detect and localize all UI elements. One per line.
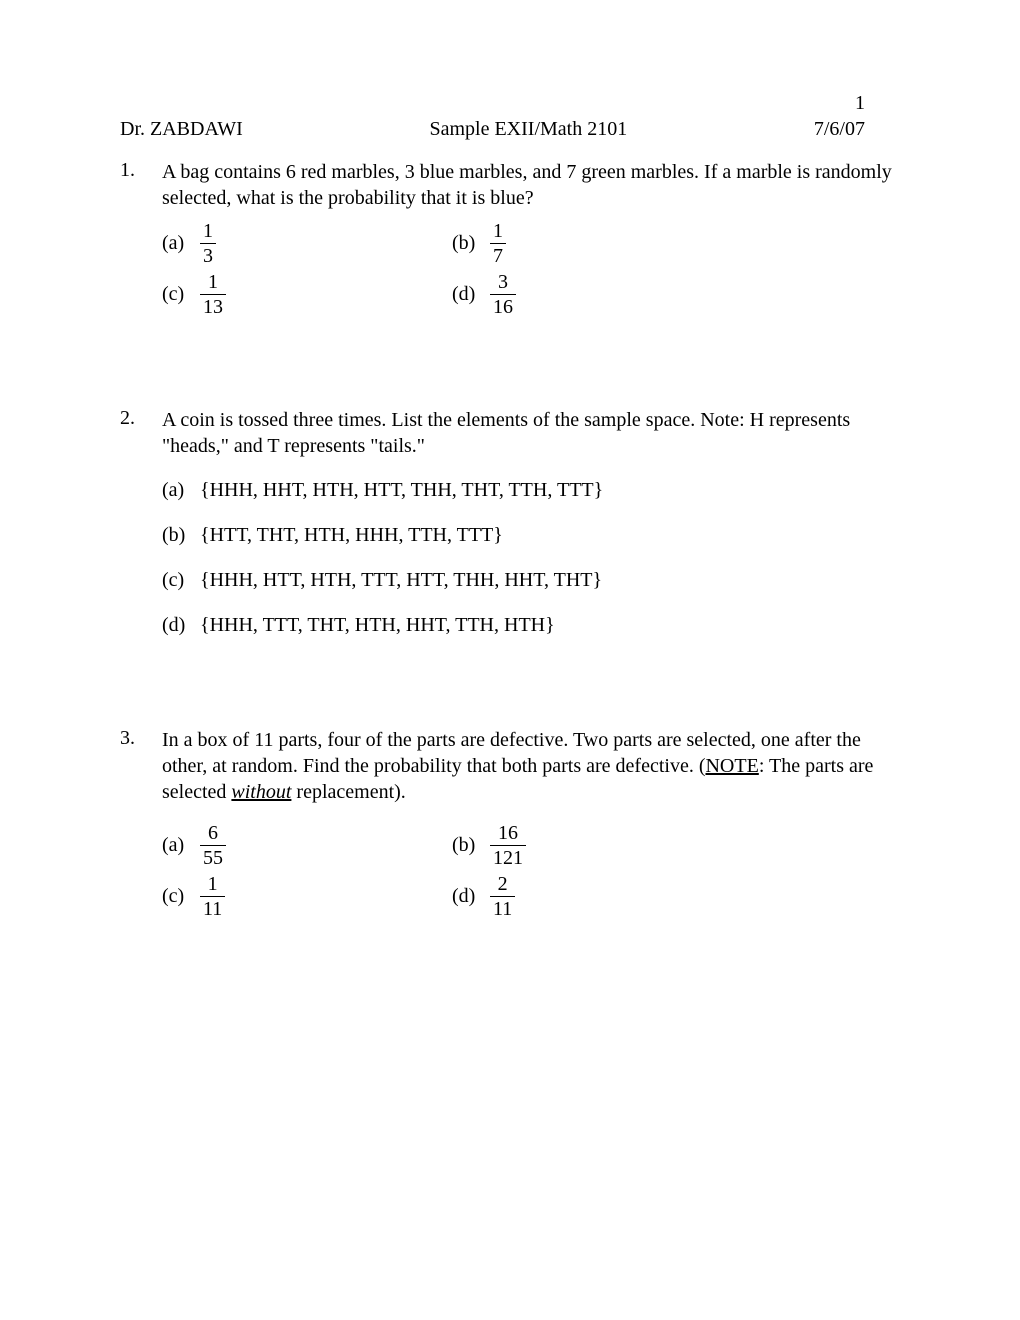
question-text: A bag contains 6 red marbles, 3 blue mar… [162, 159, 900, 211]
fraction: 3 16 [490, 272, 516, 317]
option-label: (c) [162, 569, 200, 592]
option-a: (a) 6 55 [162, 823, 452, 868]
option-label: (d) [162, 614, 200, 637]
option-label: (a) [162, 479, 200, 502]
header-title: Sample EXII/Math 2101 [429, 118, 627, 141]
fraction: 1 3 [200, 221, 216, 266]
numerator: 2 [495, 874, 511, 896]
numerator: 1 [205, 874, 221, 896]
numerator: 1 [200, 221, 216, 243]
option-b: (b) 1 7 [452, 221, 742, 266]
numerator: 1 [205, 272, 221, 294]
denominator: 3 [200, 243, 216, 266]
option-text: {HHH, HHT, HTH, HTT, THH, THT, TTH, TTT} [200, 479, 603, 502]
option-label: (d) [452, 283, 490, 306]
option-c: (c) {HHH, HTT, HTH, TTT, HTT, THH, HHT, … [162, 569, 900, 592]
option-text: {HHH, TTT, THT, HTH, HHT, TTH, HTH} [200, 614, 555, 637]
fraction: 2 11 [490, 874, 515, 919]
option-label: (c) [162, 885, 200, 908]
option-d: (d) 2 11 [452, 874, 742, 919]
question-number: 1. [120, 159, 162, 182]
option-label: (a) [162, 834, 200, 857]
option-label: (b) [162, 524, 200, 547]
option-b: (b) {HTT, THT, HTH, HHH, TTH, TTT} [162, 524, 900, 547]
option-c: (c) 1 11 [162, 874, 452, 919]
document-header: Dr. ZABDAWI Sample EXII/Math 2101 7/6/07 [120, 90, 900, 141]
denominator: 11 [200, 896, 225, 919]
question-text: A coin is tossed three times. List the e… [162, 407, 900, 459]
fraction: 6 55 [200, 823, 226, 868]
denominator: 16 [490, 294, 516, 317]
question-3: 3. In a box of 11 parts, four of the par… [120, 727, 900, 919]
numerator: 3 [495, 272, 511, 294]
option-label: (a) [162, 232, 200, 255]
option-text: {HTT, THT, HTH, HHH, TTH, TTT} [200, 524, 503, 547]
option-a: (a) 1 3 [162, 221, 452, 266]
options-grid: (a) 1 3 (b) 1 7 (c) 1 13 (d) 3 16 [162, 221, 900, 317]
text-without-underline-italic: without [231, 781, 291, 803]
denominator: 11 [490, 896, 515, 919]
denominator: 13 [200, 294, 226, 317]
text-note-underline: NOTE [705, 755, 758, 777]
question-2: 2. A coin is tossed three times. List th… [120, 407, 900, 637]
option-text: {HHH, HTT, HTH, TTT, HTT, THH, HHT, THT} [200, 569, 602, 592]
option-d: (d) {HHH, TTT, THT, HTH, HHT, TTH, HTH} [162, 614, 900, 637]
option-c: (c) 1 13 [162, 272, 452, 317]
question-text: In a box of 11 parts, four of the parts … [162, 727, 900, 805]
numerator: 6 [205, 823, 221, 845]
fraction: 16 121 [490, 823, 526, 868]
question-number: 3. [120, 727, 162, 750]
option-label: (b) [452, 232, 490, 255]
text-part: replacement). [291, 781, 405, 803]
fraction: 1 13 [200, 272, 226, 317]
options-list: (a) {HHH, HHT, HTH, HTT, THH, THT, TTH, … [162, 479, 900, 637]
question-number: 2. [120, 407, 162, 430]
option-label: (c) [162, 283, 200, 306]
header-date: 7/6/07 [814, 118, 865, 141]
fraction: 1 11 [200, 874, 225, 919]
numerator: 16 [495, 823, 521, 845]
option-a: (a) {HHH, HHT, HTH, HTT, THH, THT, TTH, … [162, 479, 900, 502]
fraction: 1 7 [490, 221, 506, 266]
numerator: 1 [490, 221, 506, 243]
options-grid: (a) 6 55 (b) 16 121 (c) 1 11 (d) 2 11 [162, 823, 900, 919]
question-1: 1. A bag contains 6 red marbles, 3 blue … [120, 159, 900, 317]
denominator: 55 [200, 845, 226, 868]
option-d: (d) 3 16 [452, 272, 742, 317]
option-label: (d) [452, 885, 490, 908]
page-number: 1 [855, 92, 865, 115]
denominator: 7 [490, 243, 506, 266]
denominator: 121 [490, 845, 526, 868]
option-b: (b) 16 121 [452, 823, 742, 868]
header-author: Dr. ZABDAWI [120, 118, 243, 141]
option-label: (b) [452, 834, 490, 857]
